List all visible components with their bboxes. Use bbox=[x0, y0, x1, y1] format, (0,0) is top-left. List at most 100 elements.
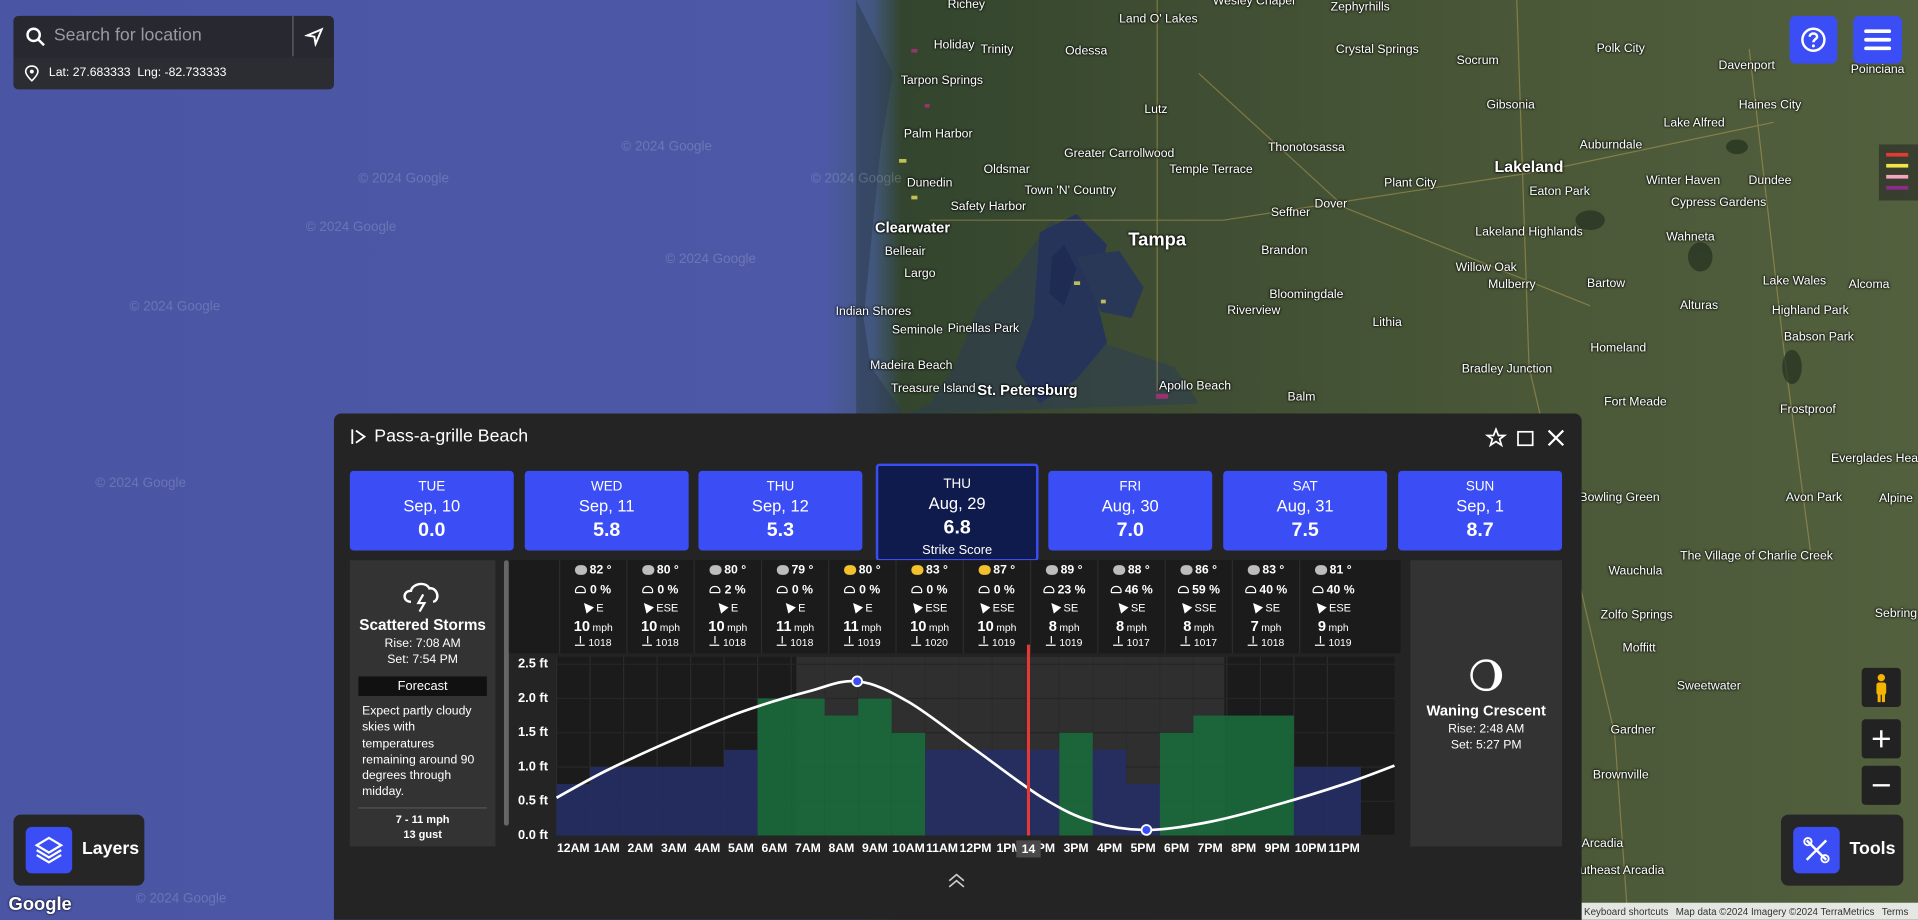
layers-button[interactable]: Layers bbox=[13, 814, 145, 886]
hour-column: 89 ° 23 % SE 8 mph 1019 bbox=[1029, 560, 1098, 654]
scrollbar[interactable] bbox=[503, 560, 509, 826]
map-label: Winter Haven bbox=[1646, 174, 1721, 188]
map-label: Greater Carrollwood bbox=[1064, 147, 1175, 161]
wind-direction: ESE bbox=[992, 601, 1015, 615]
tide-bar bbox=[958, 749, 993, 836]
current-time-box bbox=[1016, 840, 1041, 858]
menu-button[interactable] bbox=[1853, 15, 1903, 64]
day-card[interactable]: THU Sep, 12 5.3 bbox=[698, 470, 863, 551]
map-label: Crystal Springs bbox=[1335, 43, 1419, 57]
map-label: Zolfo Springs bbox=[1600, 608, 1673, 623]
tide-bar bbox=[1260, 715, 1294, 836]
map-label: Tarpon Springs bbox=[900, 74, 984, 88]
tide-bar bbox=[925, 749, 959, 836]
wind-speed-row: 11 mph bbox=[762, 618, 828, 635]
x-tick-label: 9AM bbox=[862, 841, 888, 855]
pressure-icon bbox=[709, 634, 720, 646]
precip-row: 40 % bbox=[1233, 583, 1299, 597]
map-label: Wauchula bbox=[1608, 564, 1663, 578]
precip-row: 0 % bbox=[964, 583, 1030, 597]
day-card[interactable]: FRI Aug, 30 7.0 bbox=[1048, 470, 1213, 551]
street-view[interactable] bbox=[1861, 667, 1901, 708]
map-label: Dover bbox=[1314, 197, 1348, 212]
pressure: 1018 bbox=[1261, 636, 1285, 649]
precipitation: 40 % bbox=[1326, 583, 1355, 597]
wind-direction: SE bbox=[1130, 601, 1146, 615]
rain-icon bbox=[642, 585, 654, 594]
map-label: Dundee bbox=[1748, 174, 1792, 188]
y-tick-label: 2.0 ft bbox=[518, 690, 549, 705]
tide-bar bbox=[1059, 732, 1093, 836]
pressure: 1019 bbox=[1328, 636, 1352, 649]
pressure-row: 1018 bbox=[628, 634, 694, 648]
terms[interactable]: Terms bbox=[1881, 905, 1909, 917]
wind-speed-row: 10 mph bbox=[897, 618, 963, 635]
temperature: 80 ° bbox=[656, 563, 679, 578]
day-card[interactable]: TUE Sep, 10 0.0 bbox=[349, 470, 514, 551]
sunset: Set: 7:54 PM bbox=[387, 653, 458, 667]
keyboard-shortcuts[interactable]: Keyboard shortcuts bbox=[1584, 905, 1669, 917]
wind-speed-row: 11 mph bbox=[829, 618, 895, 635]
wind-speed-row: 10 mph bbox=[560, 618, 626, 635]
map-label: Polk City bbox=[1596, 42, 1645, 56]
map-label: Town 'N' Country bbox=[1024, 184, 1117, 198]
pressure-row: 1019 bbox=[964, 634, 1030, 648]
x-tick-label: 11AM bbox=[926, 841, 958, 855]
condition: Scattered Storms bbox=[359, 616, 486, 634]
search-input[interactable]: Search for location bbox=[53, 25, 202, 46]
current-time-label: 14 bbox=[1022, 842, 1036, 856]
tide-extreme bbox=[851, 675, 864, 688]
x-tick-label: 10AM bbox=[892, 841, 925, 855]
wind-unit: mph bbox=[1261, 621, 1282, 634]
map-label: Babson Park bbox=[1783, 330, 1854, 345]
wind-dir-row: ESE bbox=[964, 599, 1030, 615]
map-label: Fort Meade bbox=[1604, 395, 1667, 410]
map-label: Pinellas Park bbox=[947, 322, 1020, 336]
map-label: Bradley Junction bbox=[1461, 362, 1553, 377]
day-card[interactable]: THU Aug, 29 6.8 Strike Score bbox=[875, 463, 1039, 562]
collapse-button[interactable] bbox=[947, 873, 967, 888]
x-tick-label: 8PM bbox=[1231, 841, 1256, 855]
map-label: Lake Alfred bbox=[1663, 116, 1725, 131]
hour-column: 86 ° 59 % SSE 8 mph 1017 bbox=[1164, 560, 1232, 654]
map-label: Avon Park bbox=[1785, 491, 1843, 505]
tide-bar bbox=[724, 749, 758, 836]
expand-button[interactable] bbox=[1517, 430, 1534, 447]
pressure: 1019 bbox=[1059, 636, 1083, 649]
hour-column: 80 ° 0 % E 11 mph 1019 bbox=[828, 560, 896, 654]
close-button[interactable] bbox=[1547, 429, 1565, 447]
pressure: 1017 bbox=[1126, 636, 1150, 649]
tide-bar bbox=[590, 766, 624, 836]
day-card[interactable]: SAT Aug, 31 7.5 bbox=[1223, 470, 1388, 551]
day-card[interactable]: WED Sep, 11 5.8 bbox=[524, 470, 689, 551]
wind-unit: mph bbox=[1059, 621, 1080, 634]
pressure-icon bbox=[642, 634, 653, 646]
favorite-button[interactable] bbox=[1484, 427, 1508, 448]
pressure: 1019 bbox=[857, 636, 881, 649]
zoom-in[interactable] bbox=[1861, 719, 1901, 759]
hour-column: 79 ° 0 % E 11 mph 1018 bbox=[760, 560, 829, 654]
temp-row: 80 ° bbox=[695, 564, 761, 577]
day-date: Sep, 1 bbox=[1456, 496, 1504, 515]
day-card[interactable]: SUN Sep, 1 8.7 bbox=[1398, 470, 1563, 551]
day-date: Aug, 30 bbox=[1101, 496, 1159, 515]
wind-direction: ESE bbox=[1328, 601, 1352, 615]
temperature: 82 ° bbox=[589, 563, 612, 578]
map-label: Mulberry bbox=[1488, 278, 1536, 292]
wind-direction: SE bbox=[1265, 601, 1281, 615]
temp-row: 88 ° bbox=[1098, 564, 1164, 577]
tide-bar bbox=[1159, 732, 1194, 836]
help-button[interactable] bbox=[1789, 15, 1838, 64]
temperature: 81 ° bbox=[1329, 563, 1352, 578]
tools-button[interactable]: Tools bbox=[1780, 814, 1904, 886]
wind-speed: 11 bbox=[843, 617, 859, 635]
map-label: Seminole bbox=[891, 323, 943, 337]
locate-button[interactable] bbox=[304, 27, 325, 47]
zoom-out[interactable] bbox=[1861, 765, 1901, 805]
precip-row: 59 % bbox=[1166, 583, 1232, 597]
map-label: Homeland bbox=[1590, 341, 1647, 356]
google-logo: Google bbox=[8, 894, 72, 915]
hour-column: 88 ° 46 % SE 8 mph 1017 bbox=[1097, 560, 1165, 654]
day-score: 7.0 bbox=[1116, 519, 1144, 541]
